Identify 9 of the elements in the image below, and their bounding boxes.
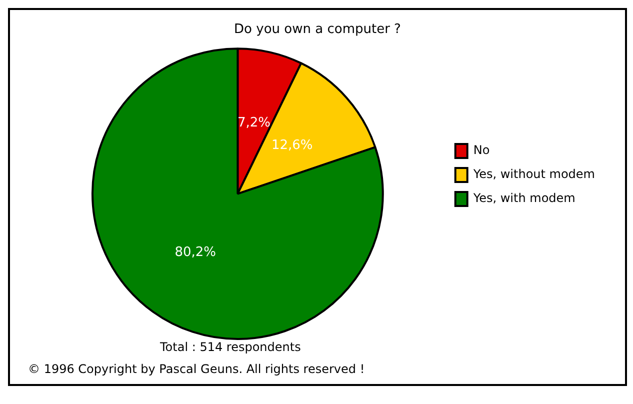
- legend-label: No: [473, 143, 490, 158]
- legend-label: Yes, without modem: [472, 167, 596, 182]
- text: © 1996 Copyright by Pascal Geuns. All rights reserved !: [27, 362, 366, 378]
- data-label: 12,6%: [271, 138, 313, 154]
- text: Total : 514 respondents: [159, 340, 302, 356]
- chart-title: Do you own a computer ?: [234, 22, 401, 38]
- legend-label: Yes, with modem: [472, 191, 576, 206]
- data-label: 7,2%: [237, 115, 270, 130]
- data-label: 80,2%: [174, 245, 216, 260]
